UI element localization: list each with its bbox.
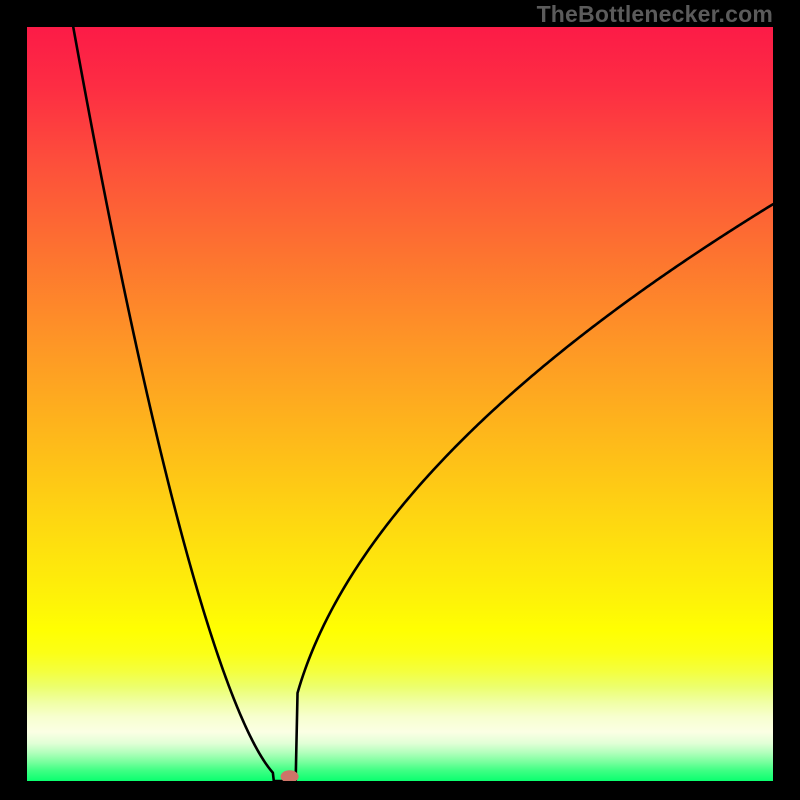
bottleneck-curve	[27, 27, 773, 781]
watermark-text: TheBottlenecker.com	[537, 1, 773, 28]
curve-path	[73, 27, 773, 781]
